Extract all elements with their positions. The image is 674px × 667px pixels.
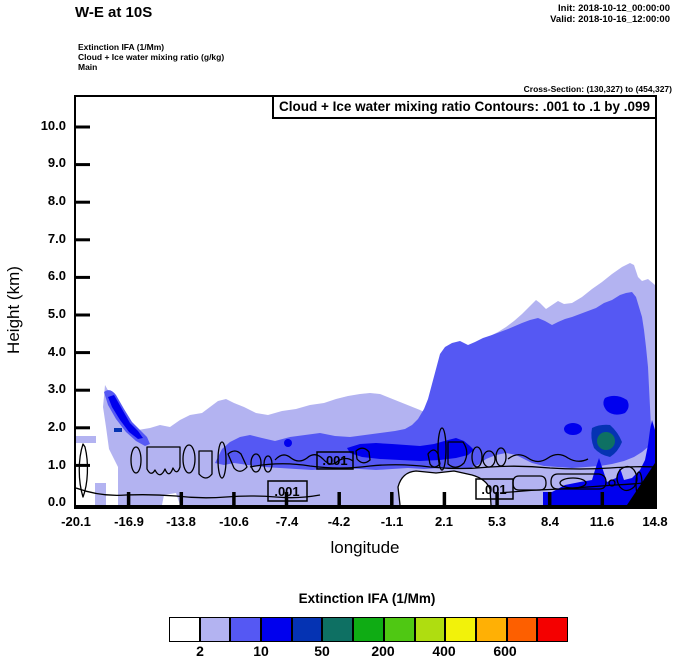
colorbar-cell — [200, 618, 232, 641]
y-tick-label: 2.0 — [47, 419, 66, 434]
colorbar-tick-label: 2 — [196, 643, 204, 659]
y-tick-label: 8.0 — [47, 193, 66, 208]
x-tick-label: 14.8 — [642, 514, 668, 529]
y-axis-title: Height (km) — [4, 266, 23, 354]
valid-time: Valid: 2018-10-16_12:00:00 — [550, 14, 670, 25]
x-tick-label: -7.4 — [275, 514, 299, 529]
contour-info-box: Cloud + Ice water mixing ratio Contours:… — [272, 95, 657, 119]
colorbar-cell — [231, 618, 263, 641]
contour-label: .001 — [274, 484, 299, 499]
model-times: Init: 2018-10-12_00:00:00 Valid: 2018-10… — [550, 3, 670, 25]
y-tick-label: 7.0 — [47, 231, 66, 246]
colorbar-cell — [354, 618, 385, 641]
colorbar-cell — [415, 618, 447, 641]
y-tick-label: 9.0 — [47, 155, 66, 170]
colorbar-tick-label: 200 — [371, 643, 395, 659]
colorbar-cell — [170, 618, 201, 641]
field-label-domain: Main — [78, 62, 98, 72]
colorbar-title: Extinction IFA (1/Mm) — [298, 591, 436, 606]
y-tick-label: 4.0 — [47, 344, 66, 359]
colorbar-cell — [476, 618, 508, 641]
contour-plot-svg: .001 .001 .001 — [76, 125, 655, 505]
colorbar-cell — [446, 618, 477, 641]
cloud-contour-lines — [76, 427, 655, 505]
y-tick-label: 3.0 — [47, 381, 66, 396]
colorbar-tick-label: 10 — [253, 643, 269, 659]
x-tick-label: 8.4 — [540, 514, 560, 529]
x-tick-label: 11.6 — [589, 514, 615, 529]
y-tick-label: 0.0 — [47, 494, 66, 509]
x-tick-label: -1.1 — [380, 514, 404, 529]
x-axis-title: longitude — [330, 538, 400, 557]
axis-ticks — [76, 125, 605, 505]
plot-area: .001 .001 .001 — [74, 95, 657, 509]
colorbar-tick-label: 600 — [493, 643, 517, 659]
y-tick-label: 6.0 — [47, 268, 66, 283]
colorbar-cell — [262, 618, 293, 641]
x-tick-label: 2.1 — [434, 514, 454, 529]
colorbar-cell — [507, 618, 539, 641]
fill-region-teal — [597, 432, 615, 450]
x-tick-label: -16.9 — [114, 514, 144, 529]
x-tick-label: -10.6 — [219, 514, 249, 529]
colorbar — [169, 617, 568, 642]
colorbar-cell — [323, 618, 355, 641]
cross-section-coords: Cross-Section: (130,327) to (454,327) — [523, 84, 672, 94]
y-tick-label: 1.0 — [47, 457, 66, 472]
y-tick-label: 10.0 — [40, 118, 66, 133]
colorbar-cell — [384, 618, 416, 641]
x-tick-label: -4.2 — [327, 514, 351, 529]
contour-label: .001 — [481, 482, 506, 497]
page-title: W-E at 10S — [75, 4, 153, 21]
x-tick-label: -20.1 — [61, 514, 91, 529]
colorbar-tick-label: 50 — [314, 643, 330, 659]
field-label-mixing-ratio: Cloud + Ice water mixing ratio (g/kg) — [78, 52, 225, 62]
terrain-mask — [627, 463, 655, 505]
contour-label: .001 — [322, 453, 347, 468]
field-label-extinction: Extinction IFA (1/Mm) — [78, 42, 165, 52]
x-tick-label: 5.3 — [487, 514, 507, 529]
x-tick-label: -13.8 — [166, 514, 196, 529]
colorbar-cell — [538, 618, 567, 641]
contour-label-boxes: .001 .001 .001 — [267, 451, 514, 502]
colorbar-cell — [292, 618, 324, 641]
y-tick-label: 5.0 — [47, 306, 66, 321]
init-time: Init: 2018-10-12_00:00:00 — [558, 3, 670, 14]
colorbar-tick-label: 400 — [432, 643, 456, 659]
